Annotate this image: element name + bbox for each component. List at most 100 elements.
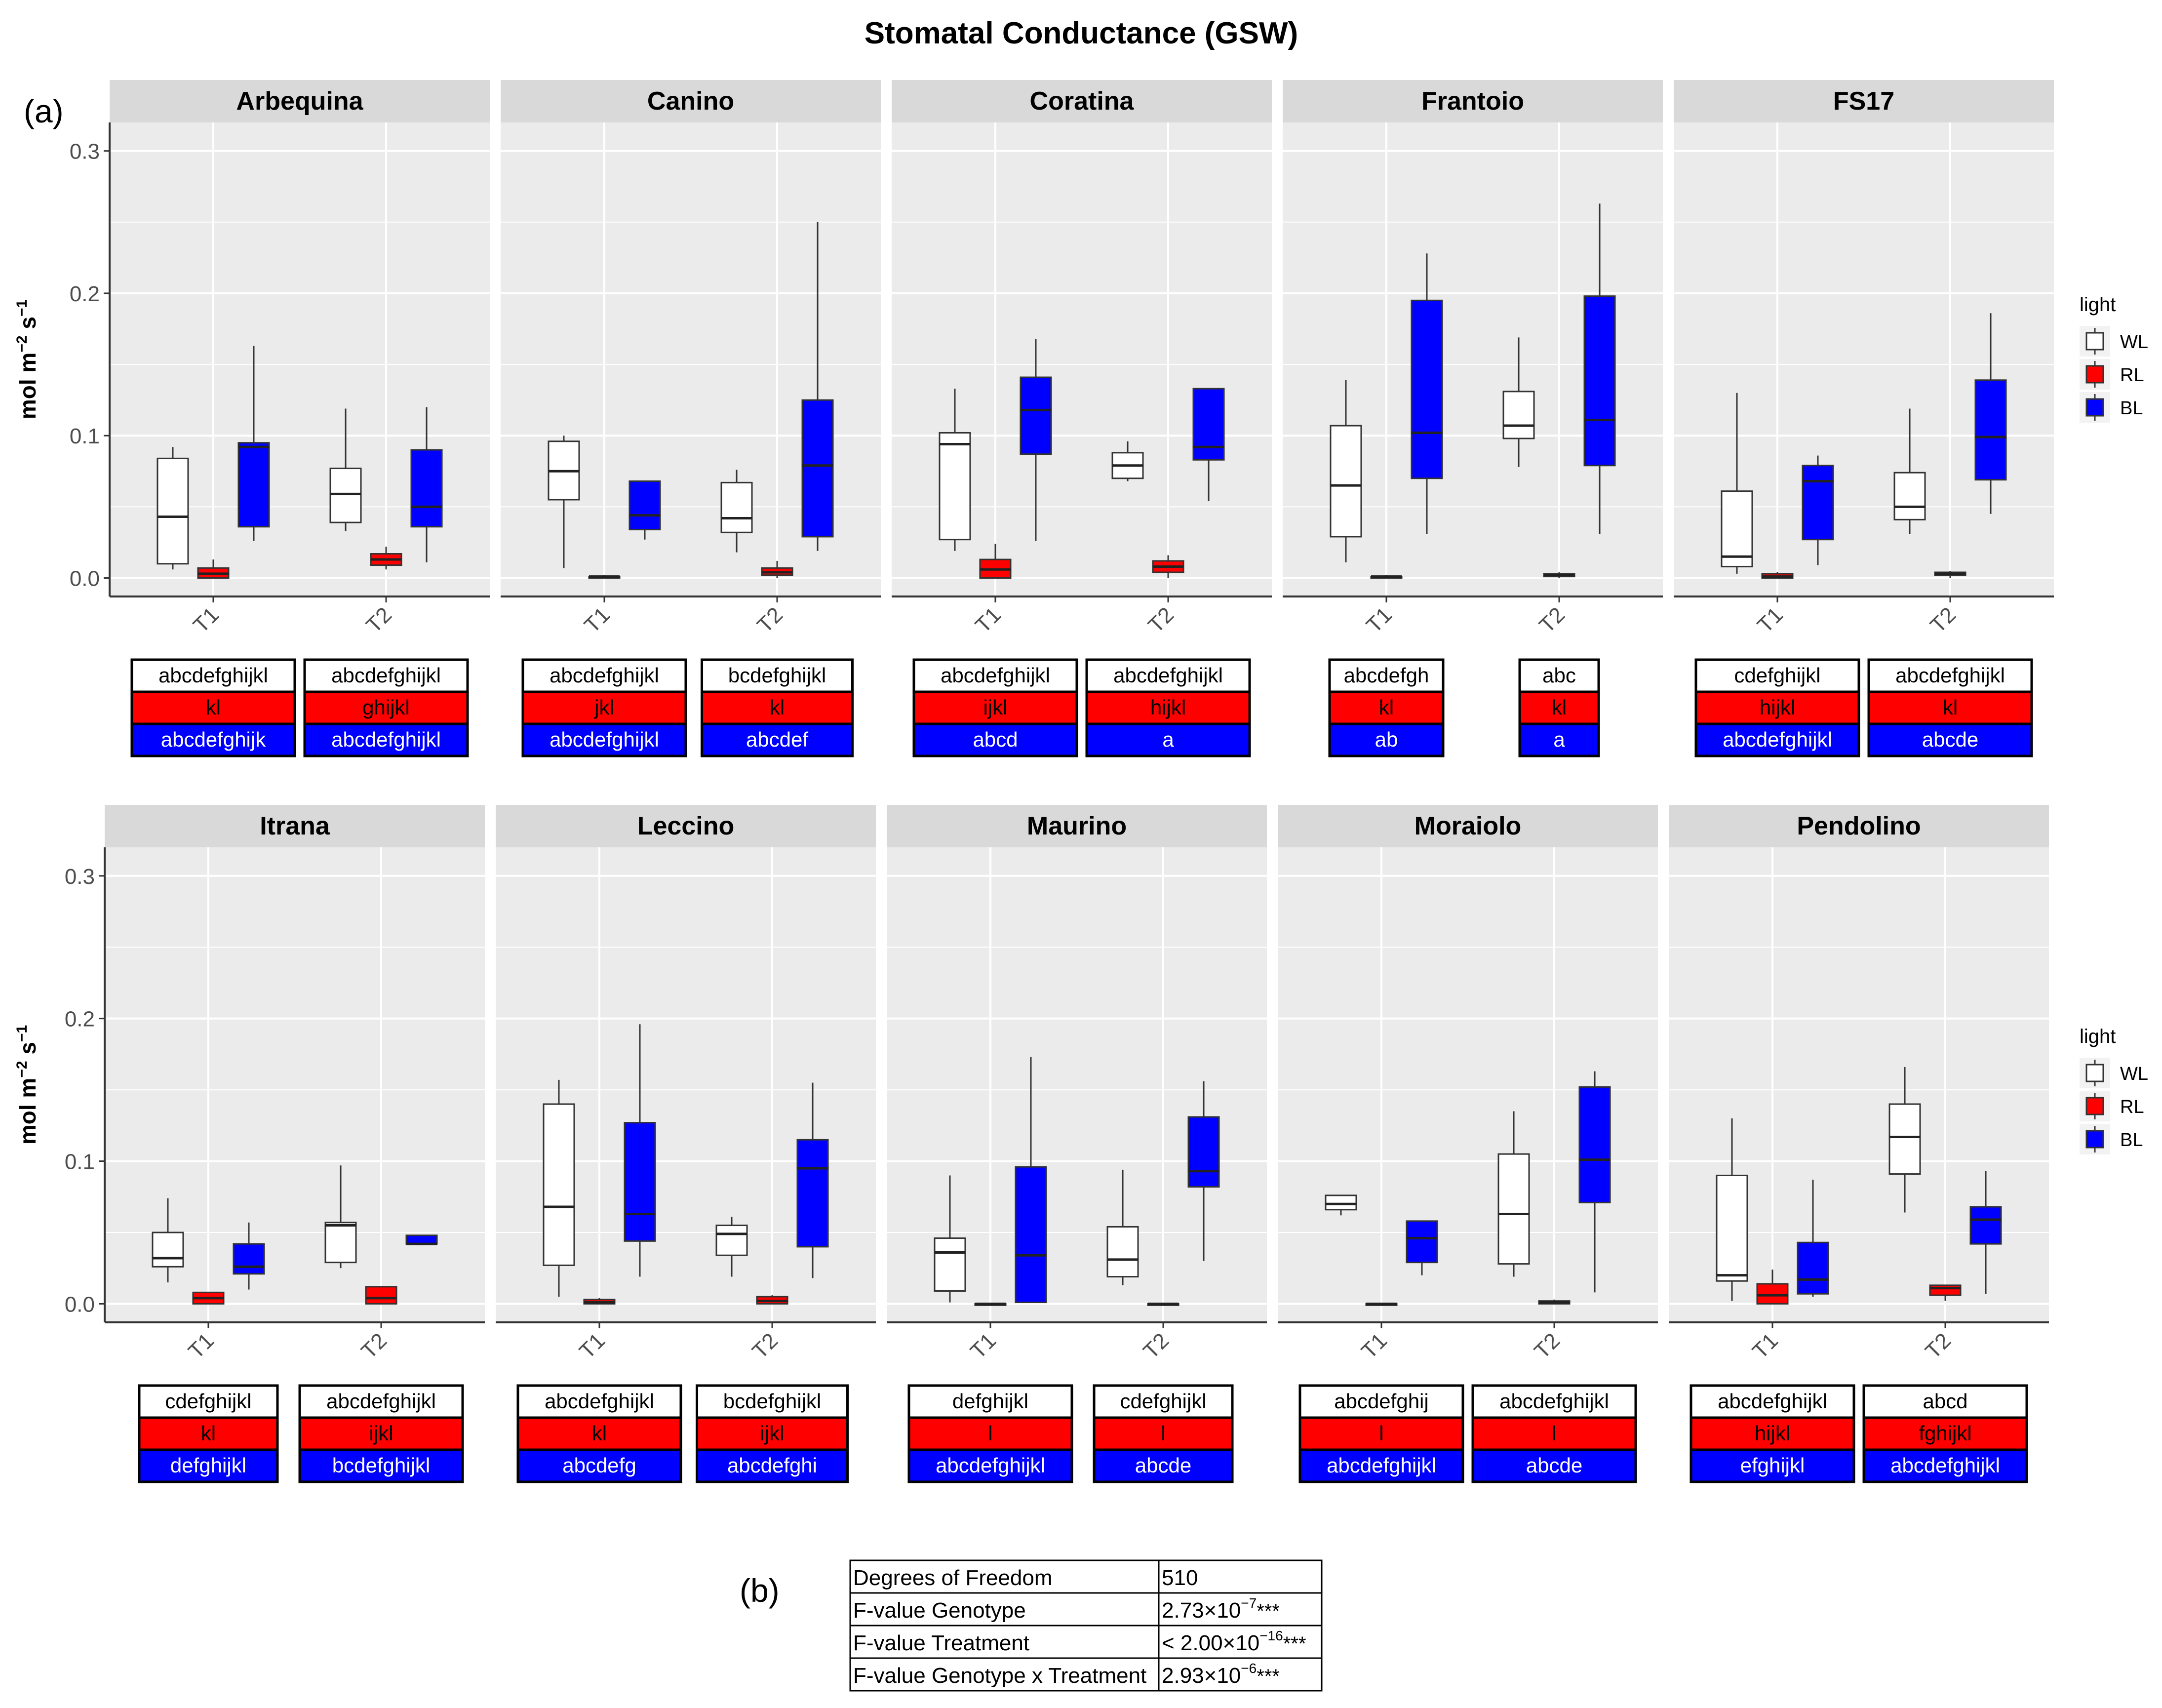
letters-bl-cell: [1862, 1448, 2028, 1483]
box-body: [410, 449, 443, 528]
letters-rl-cell: [1690, 1416, 1855, 1451]
box-t1-rl: [1370, 575, 1403, 579]
letters-rl-cell: [516, 1416, 682, 1451]
letters-rl-cell: [912, 690, 1078, 725]
box-body: [1106, 1226, 1139, 1278]
letter-box-t1: abcdefghij l abcdefghijkl: [1298, 1384, 1464, 1483]
facet-strip: [1669, 805, 2049, 847]
letter-box-t1: abcdefghijkl jkl abcdefghijkl: [521, 658, 687, 757]
box-t2-rl: [1538, 1299, 1571, 1305]
letters-wl: cdefghijkl: [165, 1390, 251, 1413]
letters-rl: ijkl: [983, 696, 1007, 719]
letters-rl: ijkl: [369, 1422, 393, 1445]
legend-label: WL: [2120, 332, 2148, 353]
letters-wl-cell: [516, 1384, 682, 1419]
figure-title: Stomatal Conductance (GSW): [865, 16, 1298, 50]
y-axis-title-exp1: −2: [14, 335, 30, 352]
anova-row: Degrees of Freedom 510: [849, 1559, 1323, 1594]
facet-strip-label: Pendolino: [1797, 812, 1921, 840]
y-axis-title-main: mol m: [15, 1078, 40, 1145]
facet-strip-label: Canino: [647, 87, 734, 116]
box-t2-rl: [1929, 1284, 1962, 1301]
letters-wl: abcdefghijkl: [1718, 1390, 1827, 1413]
letters-rl: l: [1552, 1422, 1556, 1445]
letters-wl: abcdefghijkl: [1113, 664, 1223, 687]
y-axis-title-mid: s: [15, 1042, 40, 1061]
anova-value: 2.93×10−6***: [1162, 1661, 1280, 1688]
box-body: [1020, 376, 1052, 455]
box-body: [1802, 465, 1834, 541]
box-t2-bl: [1974, 313, 2007, 514]
box-body: [237, 442, 270, 528]
letters-wl-cell: [701, 658, 854, 693]
letters-bl-cell: [138, 1448, 279, 1483]
box-t1-wl: [543, 1079, 575, 1297]
box-t1-bl: [1406, 1220, 1438, 1275]
letters-bl-cell: [1471, 1448, 1637, 1483]
letters-wl: abcdefghijkl: [550, 664, 659, 687]
letter-box-t2: bcdefghijkl ijkl abcdefghi: [696, 1384, 849, 1483]
anova-row: F-value Genotype 2.73×10−7***: [849, 1592, 1323, 1627]
letter-box-t1: defghijkl l abcdefghijkl: [907, 1384, 1073, 1483]
box-t1-rl: [974, 1302, 1007, 1306]
legend-entry-wl: WL: [2080, 1058, 2148, 1088]
letters-rl-cell: [1471, 1416, 1637, 1451]
letters-bl-cell: [1518, 722, 1600, 757]
letters-wl: cdefghijkl: [1734, 664, 1820, 687]
letters-wl: abcdefghij: [1334, 1390, 1428, 1413]
box-t2-bl: [1187, 1081, 1220, 1261]
facet-strip: [892, 80, 1272, 122]
letter-box-t2: abc kl a: [1518, 658, 1600, 757]
facet-strip-label: Moraiolo: [1415, 812, 1522, 840]
letters-bl: abcdefghijkl: [1723, 728, 1832, 751]
letters-wl: bcdefghijkl: [723, 1390, 821, 1413]
anova-value-cell: [1158, 1657, 1323, 1692]
letters-bl-cell: [1690, 1448, 1855, 1483]
letters-rl: hijkl: [1760, 696, 1795, 719]
anova-value: 2.73×10−7***: [1162, 1595, 1280, 1623]
legend-key-box: [2085, 1130, 2104, 1149]
box-t1-rl: [583, 1298, 616, 1305]
box-t1-bl: [624, 1024, 656, 1277]
y-tick-label: 0.3: [70, 140, 100, 164]
box-t2-bl: [410, 407, 443, 562]
box-t2-bl: [405, 1234, 438, 1245]
legend-entry-rl: RL: [2080, 1091, 2144, 1121]
y-axis-title-exp2: −1: [14, 1025, 30, 1042]
facet-strip: [501, 80, 881, 122]
box-body: [1325, 1194, 1357, 1211]
letters-wl-cell: [912, 658, 1078, 693]
letters-bl: abcde: [1135, 1454, 1191, 1477]
box-t1-rl: [197, 559, 230, 579]
letters-bl-cell: [1093, 1448, 1234, 1483]
box-t2-rl: [761, 560, 793, 578]
box-t2-rl: [1152, 555, 1184, 578]
box-body: [1192, 388, 1225, 461]
box-body: [543, 1103, 575, 1266]
y-axis-title-mid: s: [15, 317, 40, 335]
box-body: [233, 1243, 265, 1275]
letters-wl-cell: [138, 1384, 279, 1419]
box-body: [405, 1234, 438, 1245]
letters-bl: ab: [1375, 728, 1398, 751]
letters-bl: abcdefghi: [727, 1454, 817, 1477]
legend-key-box: [2085, 1064, 2104, 1082]
box-t2-rl: [1147, 1302, 1179, 1306]
box-t2-rl: [1934, 571, 1966, 578]
letters-bl-cell: [298, 1448, 464, 1483]
letters-wl: bcdefghijkl: [728, 664, 826, 687]
letters-wl: abcd: [1923, 1390, 1967, 1413]
letters-wl: cdefghijkl: [1120, 1390, 1206, 1413]
box-t1-wl: [548, 436, 580, 568]
letters-rl-cell: [907, 1416, 1073, 1451]
box-body: [1716, 1174, 1748, 1282]
box-t2-rl: [756, 1295, 788, 1305]
letters-bl: bcdefghijkl: [332, 1454, 430, 1477]
letters-wl: abcdefghijkl: [545, 1390, 654, 1413]
y-axis-title-exp2: −1: [14, 300, 30, 317]
y-tick-label: 0.2: [65, 1007, 95, 1032]
letters-wl-cell: [303, 658, 469, 693]
